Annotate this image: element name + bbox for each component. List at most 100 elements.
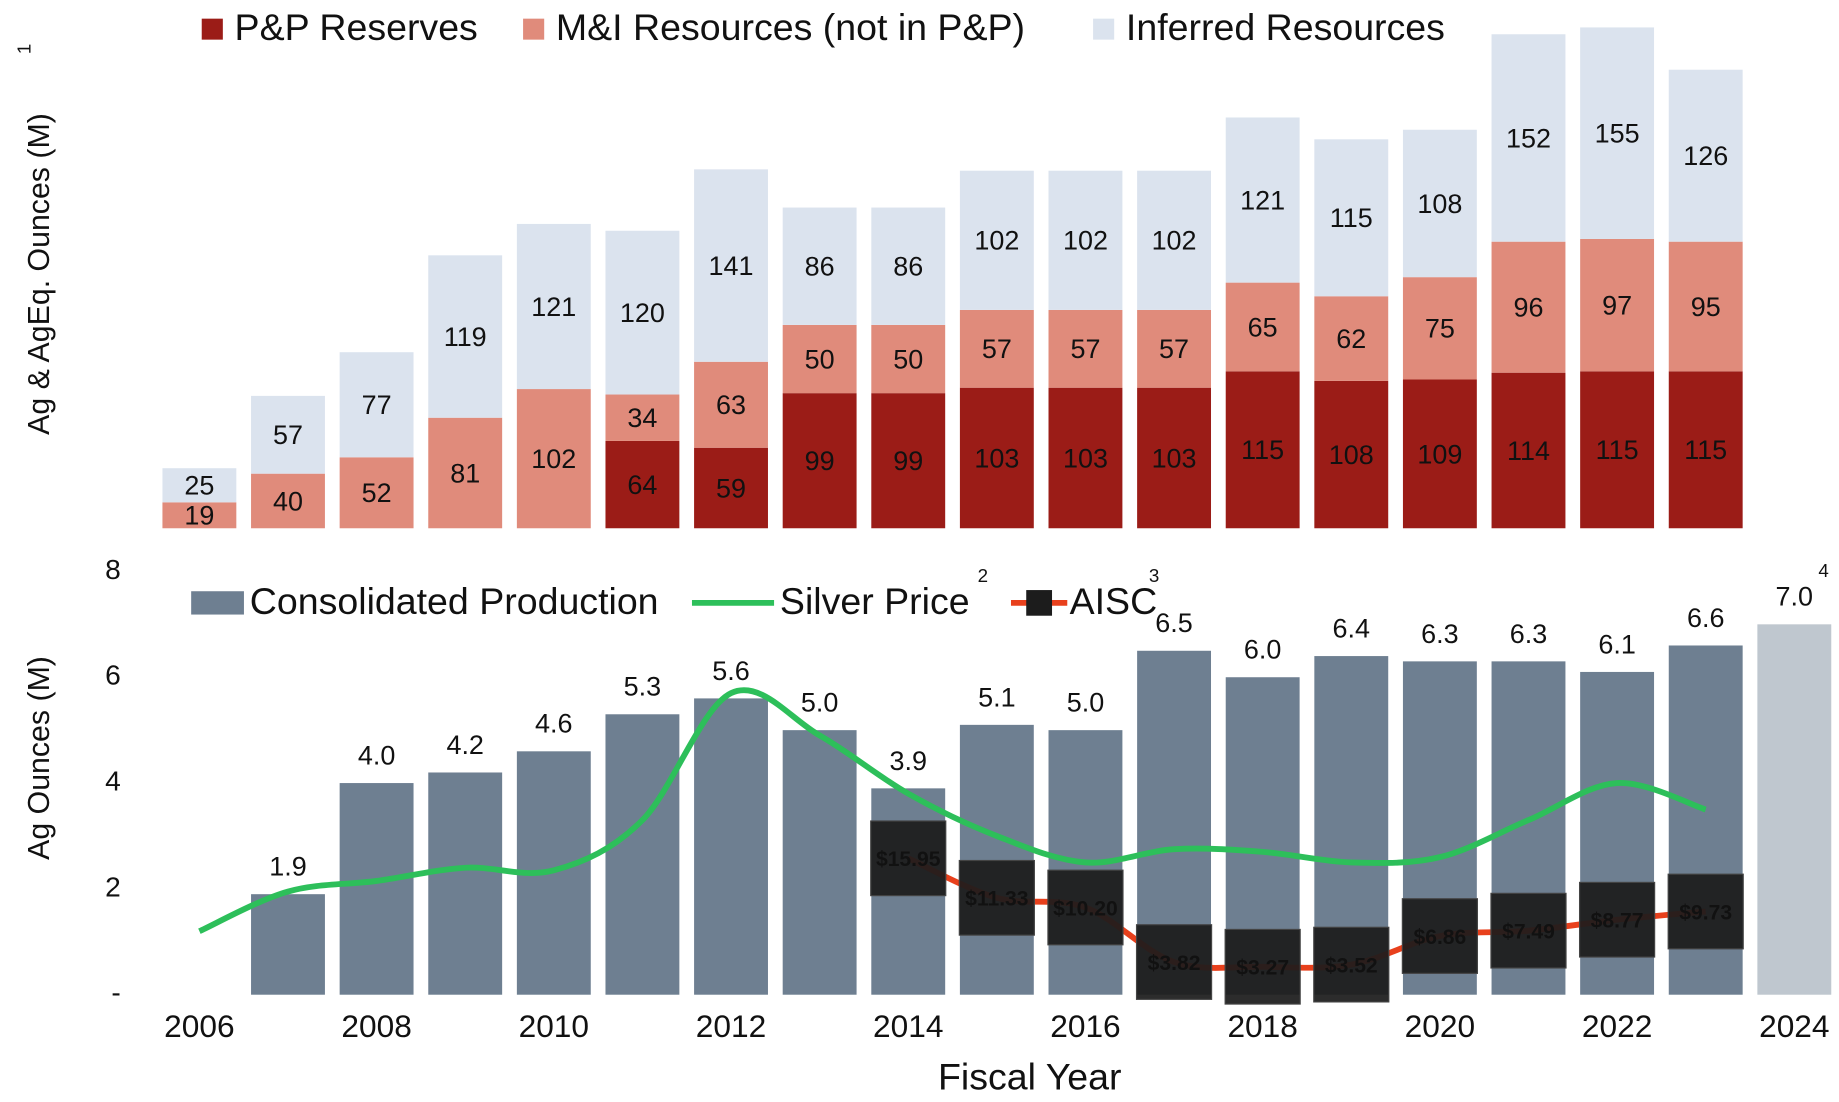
bar	[339, 783, 414, 995]
bar-segment	[1491, 241, 1566, 373]
data-label: 1.9	[269, 852, 306, 882]
data-label: 115	[1596, 435, 1639, 465]
data-label: 62	[1336, 324, 1366, 354]
data-label: 7.0	[1776, 582, 1813, 612]
marker	[958, 859, 1035, 936]
bar-segment	[1402, 277, 1477, 380]
note: 2	[978, 565, 988, 586]
y-tick-label: 4	[105, 766, 121, 797]
data-label: 99	[805, 446, 835, 476]
bar-segment	[1048, 387, 1123, 529]
bar-segment	[1048, 170, 1123, 310]
x-tick-label: 2014	[873, 1008, 943, 1044]
bar	[1757, 624, 1832, 995]
bar-segment	[1402, 129, 1477, 278]
data-label: 6.0	[1244, 635, 1281, 665]
bar-segment	[1580, 371, 1655, 529]
data-label: 57	[1070, 334, 1100, 364]
marker	[1313, 926, 1390, 1003]
x-tick-label: 2020	[1405, 1008, 1475, 1044]
data-label: 103	[974, 443, 1019, 473]
legend-label: Silver Price	[780, 580, 970, 622]
data-label: 6.3	[1421, 619, 1458, 649]
bar-segment	[428, 417, 503, 529]
data-label: 102	[974, 226, 1019, 256]
line	[198, 687, 1707, 934]
data-label: $10.20	[1053, 897, 1118, 920]
data-label: 4.2	[446, 730, 483, 760]
bar-segment	[1225, 117, 1300, 283]
data-label: 75	[1425, 314, 1455, 344]
x-tick-label: 2008	[341, 1008, 411, 1044]
data-label: 141	[709, 251, 754, 281]
note: 4	[1818, 560, 1828, 581]
x-tick-label: 2010	[519, 1008, 589, 1044]
data-label: $11.33	[965, 888, 1028, 911]
bar-segment	[959, 170, 1034, 310]
y-axis-label: Ag Ounces (M)	[22, 656, 56, 860]
data-label: 6.4	[1333, 614, 1371, 644]
legend-label: Consolidated Production	[250, 580, 659, 622]
y-tick-label: 6	[105, 660, 121, 691]
bar-segment	[1137, 387, 1212, 529]
bar	[694, 698, 768, 995]
data-label: 121	[1240, 186, 1285, 216]
bar-segment	[162, 502, 237, 529]
bar	[605, 714, 680, 995]
marker	[1578, 881, 1656, 958]
bar-segment	[871, 207, 946, 325]
data-label: 5.0	[1067, 688, 1104, 718]
data-label: 108	[1417, 189, 1462, 219]
data-label: 25	[184, 471, 214, 501]
bar-segment	[871, 324, 946, 394]
data-label: 6.3	[1510, 619, 1547, 649]
data-label: 19	[184, 501, 214, 531]
data-label: $7.49	[1502, 921, 1555, 944]
data-label: 102	[531, 444, 576, 474]
bar-segment	[694, 447, 768, 529]
bar-segment	[605, 230, 680, 395]
bar-segment	[871, 393, 946, 529]
bar-segment	[1314, 296, 1389, 381]
data-label: 57	[273, 420, 303, 450]
data-label: 102	[1152, 226, 1197, 256]
marker	[870, 820, 947, 897]
data-label: 57	[1159, 334, 1189, 364]
x-tick-label: 2016	[1050, 1008, 1120, 1044]
data-label: 121	[531, 292, 576, 322]
legend-swatch	[191, 591, 244, 615]
data-label: 4.0	[358, 741, 395, 771]
legend-swatch	[523, 18, 545, 40]
legend-swatch	[1093, 18, 1115, 40]
bar-segment	[251, 473, 325, 529]
data-label: $15.95	[876, 848, 941, 871]
legend-label: AISC	[1070, 580, 1158, 622]
data-label: 152	[1506, 123, 1551, 153]
data-label: 59	[716, 473, 746, 503]
data-label: 114	[1507, 436, 1550, 466]
marker	[1224, 928, 1301, 1005]
data-label: 120	[620, 298, 665, 328]
data-label: $3.82	[1148, 952, 1201, 975]
data-label: 6.6	[1687, 603, 1724, 633]
bar-segment	[1314, 380, 1389, 529]
data-label: 50	[893, 345, 923, 375]
data-label: 103	[1152, 443, 1197, 473]
y-tick-label: -	[111, 977, 120, 1008]
data-label: 65	[1248, 312, 1278, 342]
data-label: 115	[1330, 203, 1373, 233]
bar-segment	[782, 207, 857, 325]
bar-segment	[1225, 282, 1300, 372]
bar-segment	[1402, 379, 1477, 529]
data-label: 63	[716, 390, 746, 420]
x-tick-label: 2006	[164, 1008, 234, 1044]
data-label: 77	[362, 390, 392, 420]
data-label: $8.77	[1591, 910, 1644, 933]
data-label: 52	[362, 478, 392, 508]
bar-segment	[1580, 27, 1655, 239]
bar-segment	[428, 255, 503, 418]
bar-segment	[1580, 238, 1655, 372]
data-label: 64	[627, 470, 657, 500]
